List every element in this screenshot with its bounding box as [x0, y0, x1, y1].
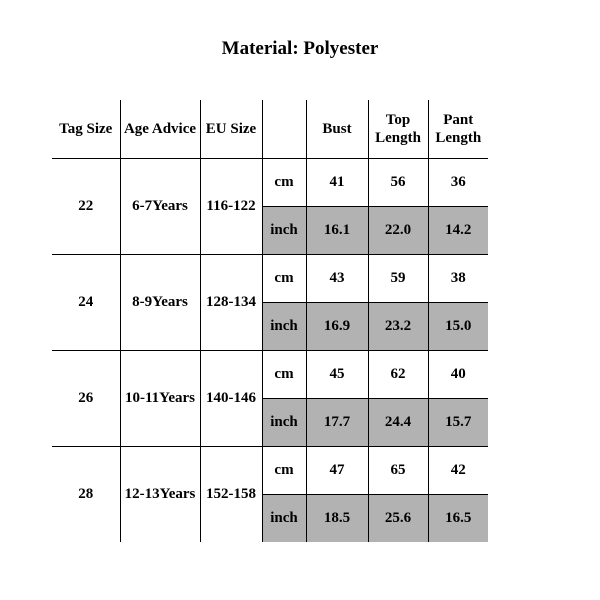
table-header-row: Tag Size Age Advice EU Size Bust Top Len… [52, 100, 488, 158]
cell-pant-length: 42 [428, 446, 488, 494]
cell-eu-size: 128-134 [200, 254, 262, 350]
table-row: 26 10-11Years 140-146 cm 45 62 40 [52, 350, 488, 398]
cell-bust: 18.5 [306, 494, 368, 542]
cell-top-length: 59 [368, 254, 428, 302]
cell-pant-length: 36 [428, 158, 488, 206]
cell-age-advice: 6-7Years [120, 158, 200, 254]
cell-bust: 16.1 [306, 206, 368, 254]
table-row: 28 12-13Years 152-158 cm 47 65 42 [52, 446, 488, 494]
cell-pant-length: 15.0 [428, 302, 488, 350]
cell-pant-length: 16.5 [428, 494, 488, 542]
cell-tag-size: 26 [52, 350, 120, 446]
cell-top-length: 25.6 [368, 494, 428, 542]
cell-pant-length: 15.7 [428, 398, 488, 446]
cell-unit: cm [262, 158, 306, 206]
cell-top-length: 62 [368, 350, 428, 398]
size-chart-table: Tag Size Age Advice EU Size Bust Top Len… [52, 100, 488, 542]
cell-unit: inch [262, 206, 306, 254]
cell-bust: 43 [306, 254, 368, 302]
cell-eu-size: 116-122 [200, 158, 262, 254]
cell-top-length: 23.2 [368, 302, 428, 350]
cell-pant-length: 14.2 [428, 206, 488, 254]
col-top-length: Top Length [368, 100, 428, 158]
cell-pant-length: 38 [428, 254, 488, 302]
col-eu-size: EU Size [200, 100, 262, 158]
cell-unit: inch [262, 302, 306, 350]
cell-unit: cm [262, 254, 306, 302]
cell-bust: 45 [306, 350, 368, 398]
cell-top-length: 24.4 [368, 398, 428, 446]
col-pant-length: Pant Length [428, 100, 488, 158]
cell-pant-length: 40 [428, 350, 488, 398]
col-tag-size: Tag Size [52, 100, 120, 158]
col-unit [262, 100, 306, 158]
cell-tag-size: 28 [52, 446, 120, 542]
cell-top-length: 56 [368, 158, 428, 206]
page-title: Material: Polyester [0, 38, 600, 60]
cell-unit: inch [262, 398, 306, 446]
cell-age-advice: 12-13Years [120, 446, 200, 542]
cell-tag-size: 22 [52, 158, 120, 254]
cell-unit: cm [262, 350, 306, 398]
cell-top-length: 65 [368, 446, 428, 494]
cell-eu-size: 152-158 [200, 446, 262, 542]
table-body: 22 6-7Years 116-122 cm 41 56 36 inch 16.… [52, 158, 488, 542]
table-row: 22 6-7Years 116-122 cm 41 56 36 [52, 158, 488, 206]
col-bust: Bust [306, 100, 368, 158]
cell-tag-size: 24 [52, 254, 120, 350]
cell-bust: 41 [306, 158, 368, 206]
cell-bust: 47 [306, 446, 368, 494]
cell-bust: 16.9 [306, 302, 368, 350]
col-age-advice: Age Advice [120, 100, 200, 158]
cell-top-length: 22.0 [368, 206, 428, 254]
cell-bust: 17.7 [306, 398, 368, 446]
cell-eu-size: 140-146 [200, 350, 262, 446]
cell-age-advice: 10-11Years [120, 350, 200, 446]
cell-age-advice: 8-9Years [120, 254, 200, 350]
table-row: 24 8-9Years 128-134 cm 43 59 38 [52, 254, 488, 302]
cell-unit: inch [262, 494, 306, 542]
cell-unit: cm [262, 446, 306, 494]
